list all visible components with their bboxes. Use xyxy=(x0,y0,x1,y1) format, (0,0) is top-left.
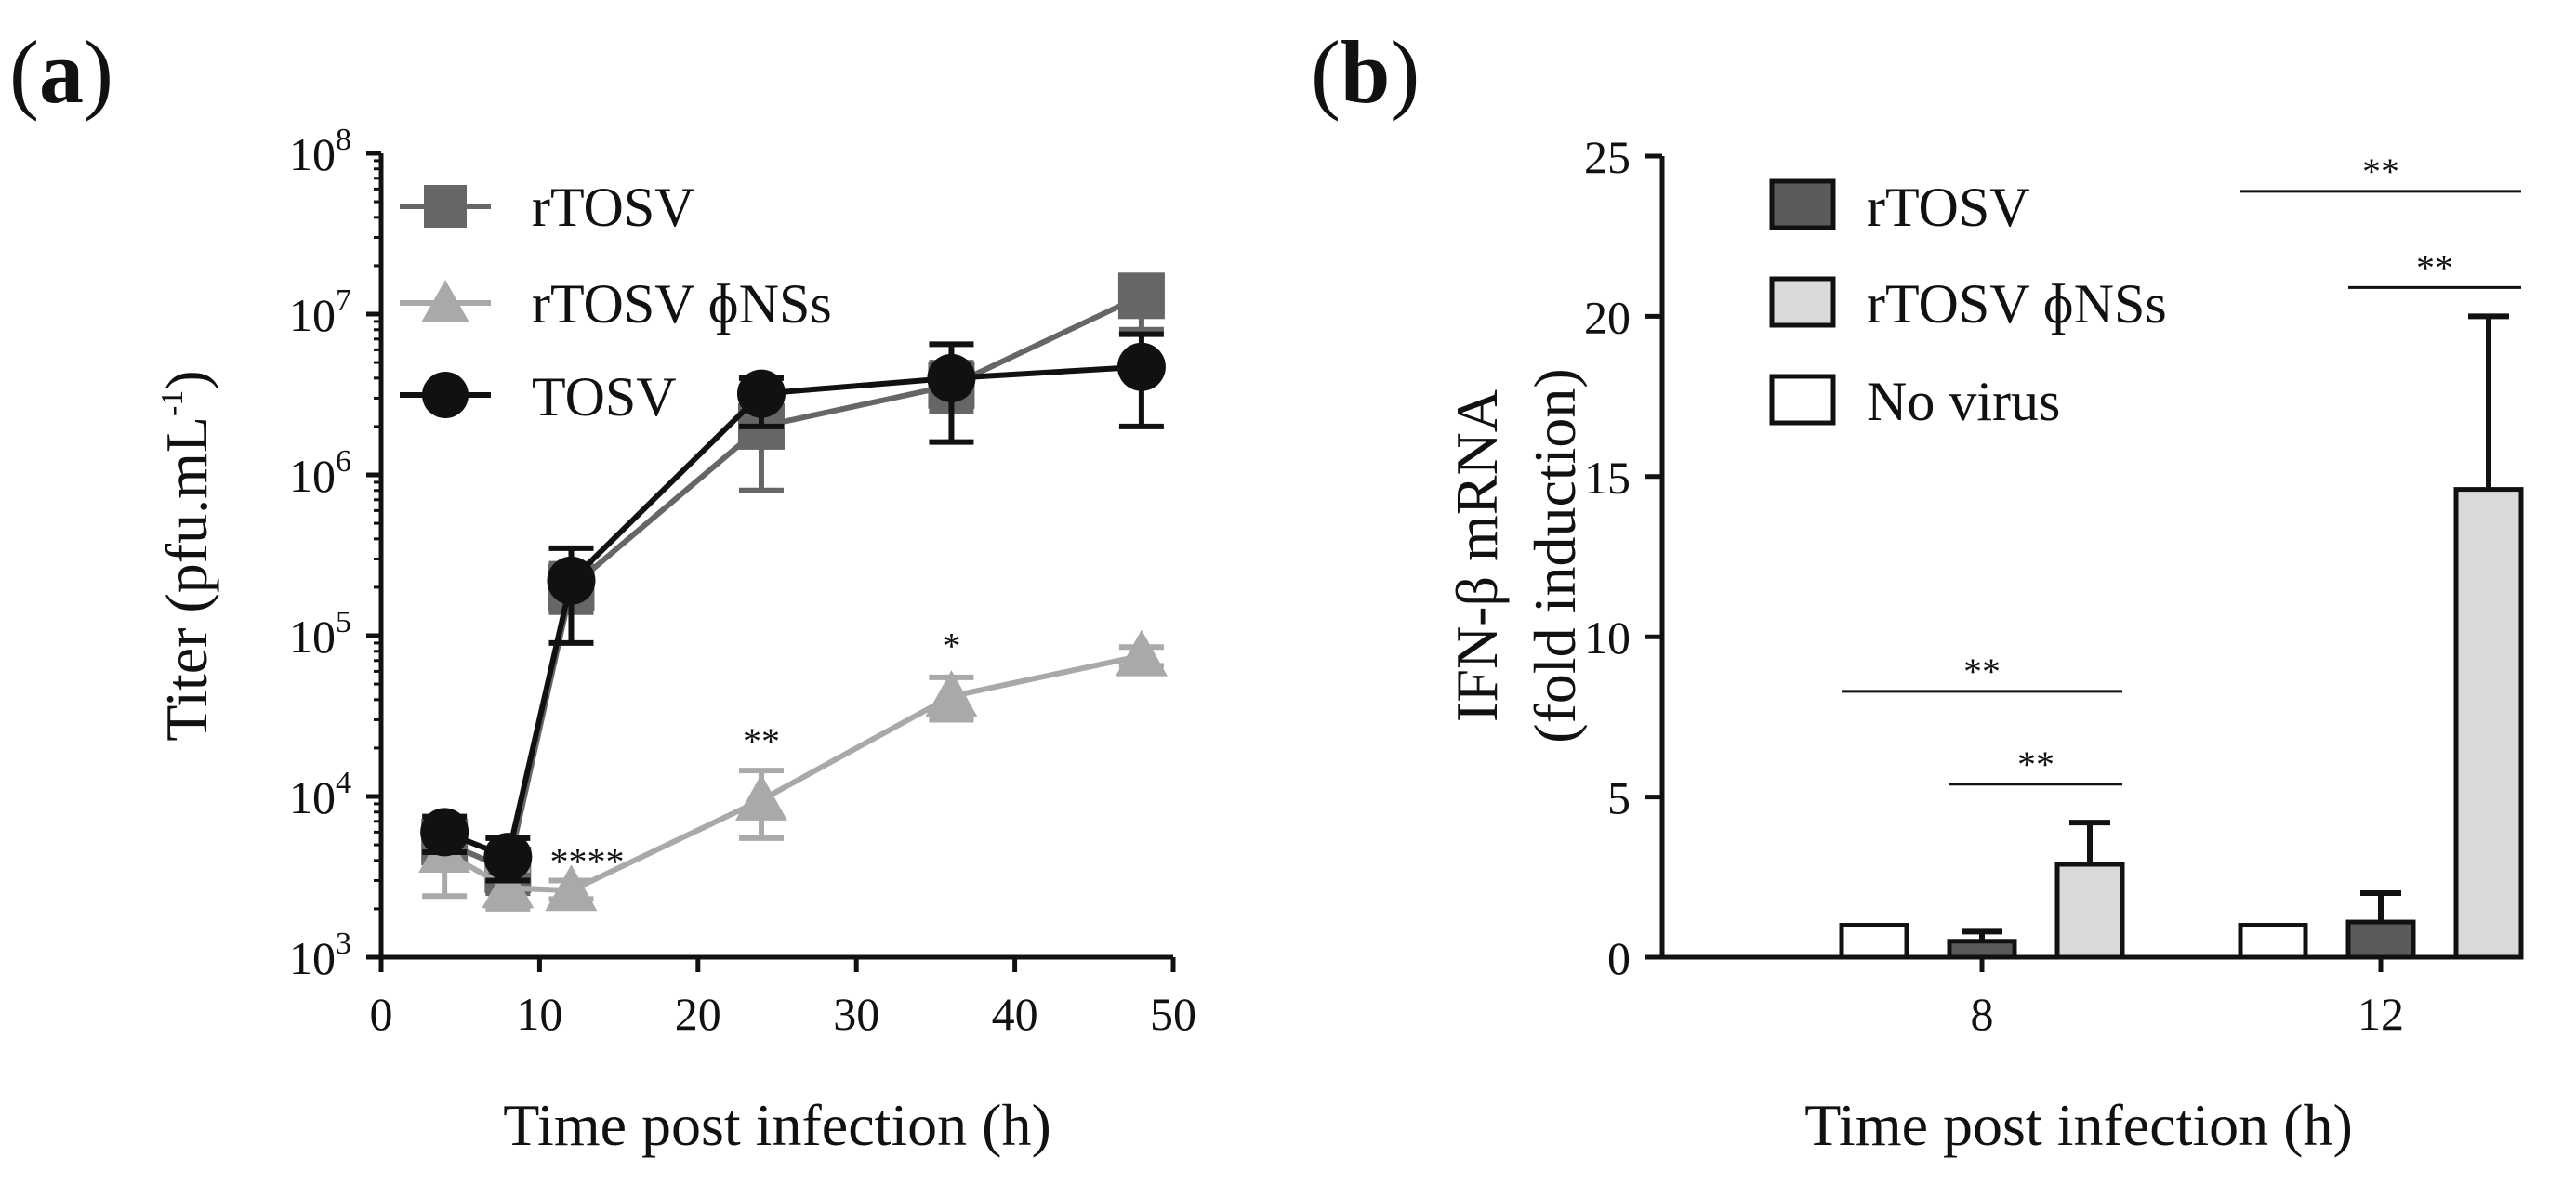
legend-swatch-rtosv xyxy=(1769,178,1836,230)
legend-triangle-marker xyxy=(421,280,469,322)
bar-rtosv-8 xyxy=(1947,939,2017,960)
data-point-circle xyxy=(927,353,976,402)
legend-item-bar-rtosv: rTOSV xyxy=(1769,177,2030,238)
legend-square-marker xyxy=(424,185,467,228)
chart-a-legend: rTOSV rTOSV ɸNSs TOSV xyxy=(400,177,832,428)
x-tick-label: 8 xyxy=(1971,988,1994,1040)
y-tick-label: 0 xyxy=(1607,932,1631,984)
legend-swatch-no-virus xyxy=(1769,374,1836,426)
data-point-triangle xyxy=(482,862,535,909)
data-point-circle xyxy=(483,833,533,882)
y-tick-label: 108 xyxy=(289,123,351,180)
chart-a-ticks: 0 10 20 30 40 50 103 104 105 106 107 108 xyxy=(289,123,1196,1040)
panel-label-a: (a) xyxy=(9,22,113,122)
chart-a-annotations: ******* xyxy=(550,625,961,883)
chart-b-legend: rTOSV rTOSV ɸNSs No virus xyxy=(1769,177,2167,432)
panel-label-b: (b) xyxy=(1311,22,1420,122)
data-point-square xyxy=(1117,272,1165,320)
y-tick-label: 107 xyxy=(289,283,351,341)
data-point-circle xyxy=(736,369,786,418)
chart-b-ticks: 0 5 10 15 20 25 8 12 xyxy=(1584,131,2404,1040)
data-point-circle xyxy=(1116,342,1166,391)
significance-label: ** xyxy=(743,720,780,762)
y-tick-label: 5 xyxy=(1607,772,1631,824)
legend-swatch-rtosv-dnss xyxy=(1769,276,1836,328)
legend-label-tosv: TOSV xyxy=(532,366,677,428)
chart-b-significance: ** ** ** ** xyxy=(1842,151,2521,786)
x-tick-label: 20 xyxy=(675,988,721,1040)
significance-label: ** xyxy=(1963,651,2001,692)
significance-label: **** xyxy=(550,840,625,882)
y-tick-label: 106 xyxy=(289,444,351,502)
legend-label-bar-rtosv: rTOSV xyxy=(1867,177,2030,238)
legend-item-bar-rtosv-dnss: rTOSV ɸNSs xyxy=(1769,273,2167,335)
y-tick-label: 103 xyxy=(289,927,351,984)
legend-label-bar-rtosv-dnss: rTOSV ɸNSs xyxy=(1867,273,2167,335)
x-tick-label: 30 xyxy=(833,988,879,1040)
data-point-triangle xyxy=(734,773,787,821)
data-point-triangle xyxy=(545,864,598,912)
significance-label: * xyxy=(942,625,960,667)
x-tick-label: 12 xyxy=(2358,988,2404,1040)
x-tick-label: 0 xyxy=(370,988,393,1040)
bar-rtosv-nss-12 xyxy=(2453,487,2524,960)
data-point-circle xyxy=(547,556,596,605)
significance-label: ** xyxy=(2362,151,2399,192)
chart-a-y-axis-title: Titer (pfu.mL-1) xyxy=(153,370,219,741)
y-tick-label: 20 xyxy=(1584,291,1631,343)
y-tick-label: 10 xyxy=(1584,612,1631,664)
legend-circle-marker xyxy=(422,372,469,418)
y-tick-label: 104 xyxy=(289,766,351,823)
bar-no-virus-12 xyxy=(2238,923,2308,960)
legend-item-tosv: TOSV xyxy=(400,366,677,428)
legend-label-rtosv-dnss: rTOSV ɸNSs xyxy=(532,273,832,335)
y-tick-label: 15 xyxy=(1584,452,1631,504)
x-tick-label: 50 xyxy=(1150,988,1196,1040)
y-tick-label: 25 xyxy=(1584,131,1631,183)
legend-label-rtosv: rTOSV xyxy=(532,177,695,238)
data-point-triangle xyxy=(1115,629,1168,677)
bar-rtosv-nss-8 xyxy=(2054,862,2125,960)
legend-label-bar-no-virus: No virus xyxy=(1867,371,2060,432)
significance-label: ** xyxy=(2416,246,2453,288)
significance-label: ** xyxy=(2017,743,2054,785)
legend-item-rtosv-dnss: rTOSV ɸNSs xyxy=(400,273,832,335)
chart-b-y-axis-title-line2: (fold induction) xyxy=(1522,368,1588,743)
chart-b-bars xyxy=(1839,313,2524,960)
chart-b-x-axis-title: Time post infection (h) xyxy=(1804,1092,2353,1158)
chart-b-y-axis-title-line1: IFN-β mRNA xyxy=(1444,389,1510,722)
legend-item-bar-no-virus: No virus xyxy=(1769,371,2060,432)
data-point-circle xyxy=(420,808,469,857)
x-tick-label: 10 xyxy=(516,988,562,1040)
y-tick-label: 105 xyxy=(289,605,351,663)
chart-a-series xyxy=(418,272,1168,912)
series-tosv xyxy=(420,331,1166,884)
legend-item-rtosv: rTOSV xyxy=(400,177,695,238)
bar-rtosv-12 xyxy=(2345,919,2416,960)
chart-b-bar-chart: 0 5 10 15 20 25 8 12 ** ** ** ** Time post infecti… xyxy=(1444,131,2524,1158)
chart-a-x-axis-title: Time post infection (h) xyxy=(503,1092,1051,1158)
data-point-triangle xyxy=(925,670,978,717)
bar-no-virus-8 xyxy=(1839,923,1909,960)
x-tick-label: 40 xyxy=(992,988,1038,1040)
